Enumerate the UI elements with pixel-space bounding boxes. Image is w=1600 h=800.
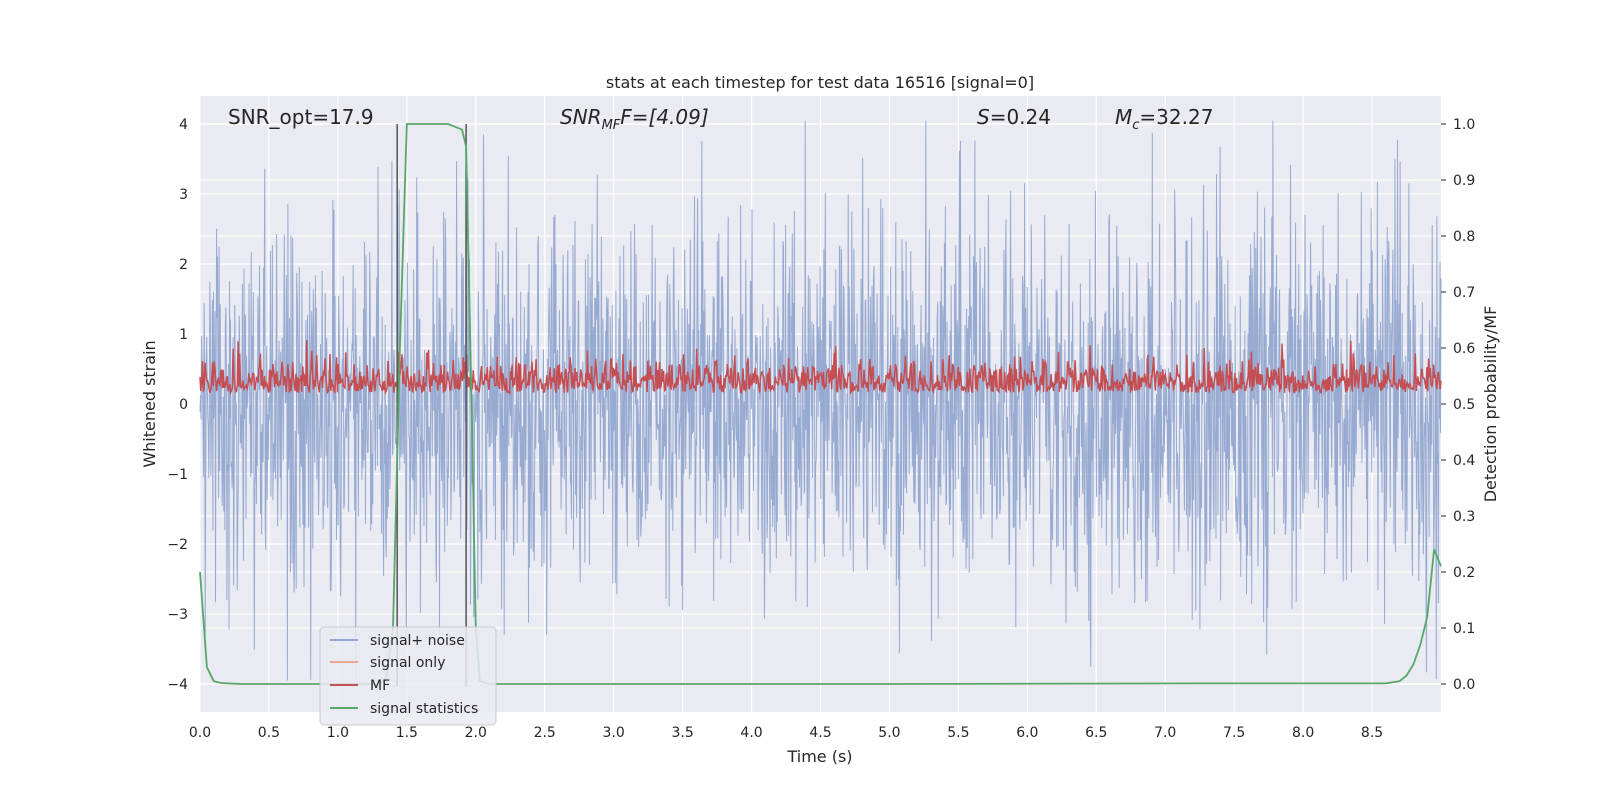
annotation-mc: Mc=32.27	[1115, 105, 1213, 133]
x-tick-label: 5.5	[947, 725, 969, 741]
x-tick-label: 4.0	[740, 725, 762, 741]
x-tick-label: 0.0	[189, 725, 211, 741]
y-tick-label-right: 0.5	[1453, 397, 1475, 413]
y-tick-label-right: 0.8	[1453, 229, 1475, 245]
vertical-markers	[396, 124, 467, 687]
y-tick-label-right: 0.3	[1453, 509, 1475, 525]
y-tick-label-right: 0.6	[1453, 341, 1475, 357]
y-tick-label: −3	[167, 607, 188, 623]
annotation-s: S=0.24	[977, 105, 1051, 129]
y-axis-label: Whitened strain	[140, 340, 159, 467]
x-tick-label: 8.5	[1361, 725, 1383, 741]
x-tick-label: 6.0	[1016, 725, 1038, 741]
x-tick-label: 0.5	[258, 725, 280, 741]
chart-title: stats at each timestep for test data 165…	[606, 73, 1034, 92]
y-tick-label: 4	[179, 117, 188, 133]
signal-plus-noise-series	[199, 120, 1442, 681]
x-tick-label: 3.5	[671, 725, 693, 741]
y-tick-label-right: 0.7	[1453, 285, 1475, 301]
legend: signal+ noise signal only MF signal stat…	[319, 626, 497, 726]
s-value: =0.24	[990, 105, 1051, 129]
legend-label-mf: MF	[370, 678, 390, 694]
y-tick-label: −4	[167, 677, 188, 693]
y-tick-label: 1	[179, 327, 188, 343]
x-tick-label: 2.5	[534, 725, 556, 741]
x-tick-label: 7.5	[1223, 725, 1245, 741]
x-tick-label: 2.0	[465, 725, 487, 741]
snr-mf-symbol: SNR	[560, 105, 602, 129]
y-axis-label-right: Detection probability/MF	[1481, 306, 1500, 503]
y-tick-label: −1	[167, 467, 188, 483]
signal-statistics-series	[199, 123, 1442, 685]
ticks: 0.0 0.5 1.0 1.5 2.0 2.5 3.0 3.5 4.0 4.5 5.0 5.5 6.0 6…	[167, 117, 1475, 741]
legend-label-signal-only: signal only	[370, 655, 445, 671]
x-tick-label: 8.0	[1292, 725, 1314, 741]
y-tick-label: 2	[179, 257, 188, 273]
mc-symbol: M	[1115, 105, 1132, 129]
y-tick-label-right: 0.2	[1453, 565, 1475, 581]
x-axis-label: Time (s)	[786, 747, 852, 766]
y-tick-label-right: 1.0	[1453, 117, 1475, 133]
x-tick-label: 6.5	[1085, 725, 1107, 741]
snr-mf-subscript: MF	[602, 118, 621, 133]
y-tick-label-right: 0.9	[1453, 173, 1475, 189]
y-tick-label-right: 0.4	[1453, 453, 1475, 469]
legend-box	[319, 626, 497, 726]
x-tick-label: 3.0	[603, 725, 625, 741]
mc-subscript: c	[1132, 118, 1139, 133]
y-tick-label: 3	[179, 187, 188, 203]
y-tick-label-right: 0.1	[1453, 621, 1475, 637]
x-tick-label: 1.5	[396, 725, 418, 741]
s-symbol: S	[977, 105, 990, 129]
signal-plus-noise-line	[199, 120, 1442, 681]
y-tick-label-right: 0.0	[1453, 677, 1475, 693]
x-tick-label: 7.0	[1154, 725, 1176, 741]
mf-line	[199, 340, 1442, 396]
x-tick-label: 1.0	[327, 725, 349, 741]
y-tick-label: 0	[179, 397, 188, 413]
snr-mf-value: F=[4.09]	[620, 105, 708, 129]
mc-value: =32.27	[1139, 105, 1213, 129]
annotation-snr-opt: SNR_opt=17.9	[228, 105, 374, 129]
signal-statistics-line	[199, 123, 1442, 685]
x-tick-label: 5.0	[878, 725, 900, 741]
x-tick-label: 4.5	[809, 725, 831, 741]
legend-label-signal-plus-noise: signal+ noise	[370, 633, 465, 649]
annotation-snr-mf: SNRMFF=[4.09]	[560, 105, 709, 133]
legend-label-signal-statistics: signal statistics	[370, 701, 478, 717]
y-tick-label: −2	[167, 537, 188, 553]
mf-series	[199, 340, 1442, 396]
